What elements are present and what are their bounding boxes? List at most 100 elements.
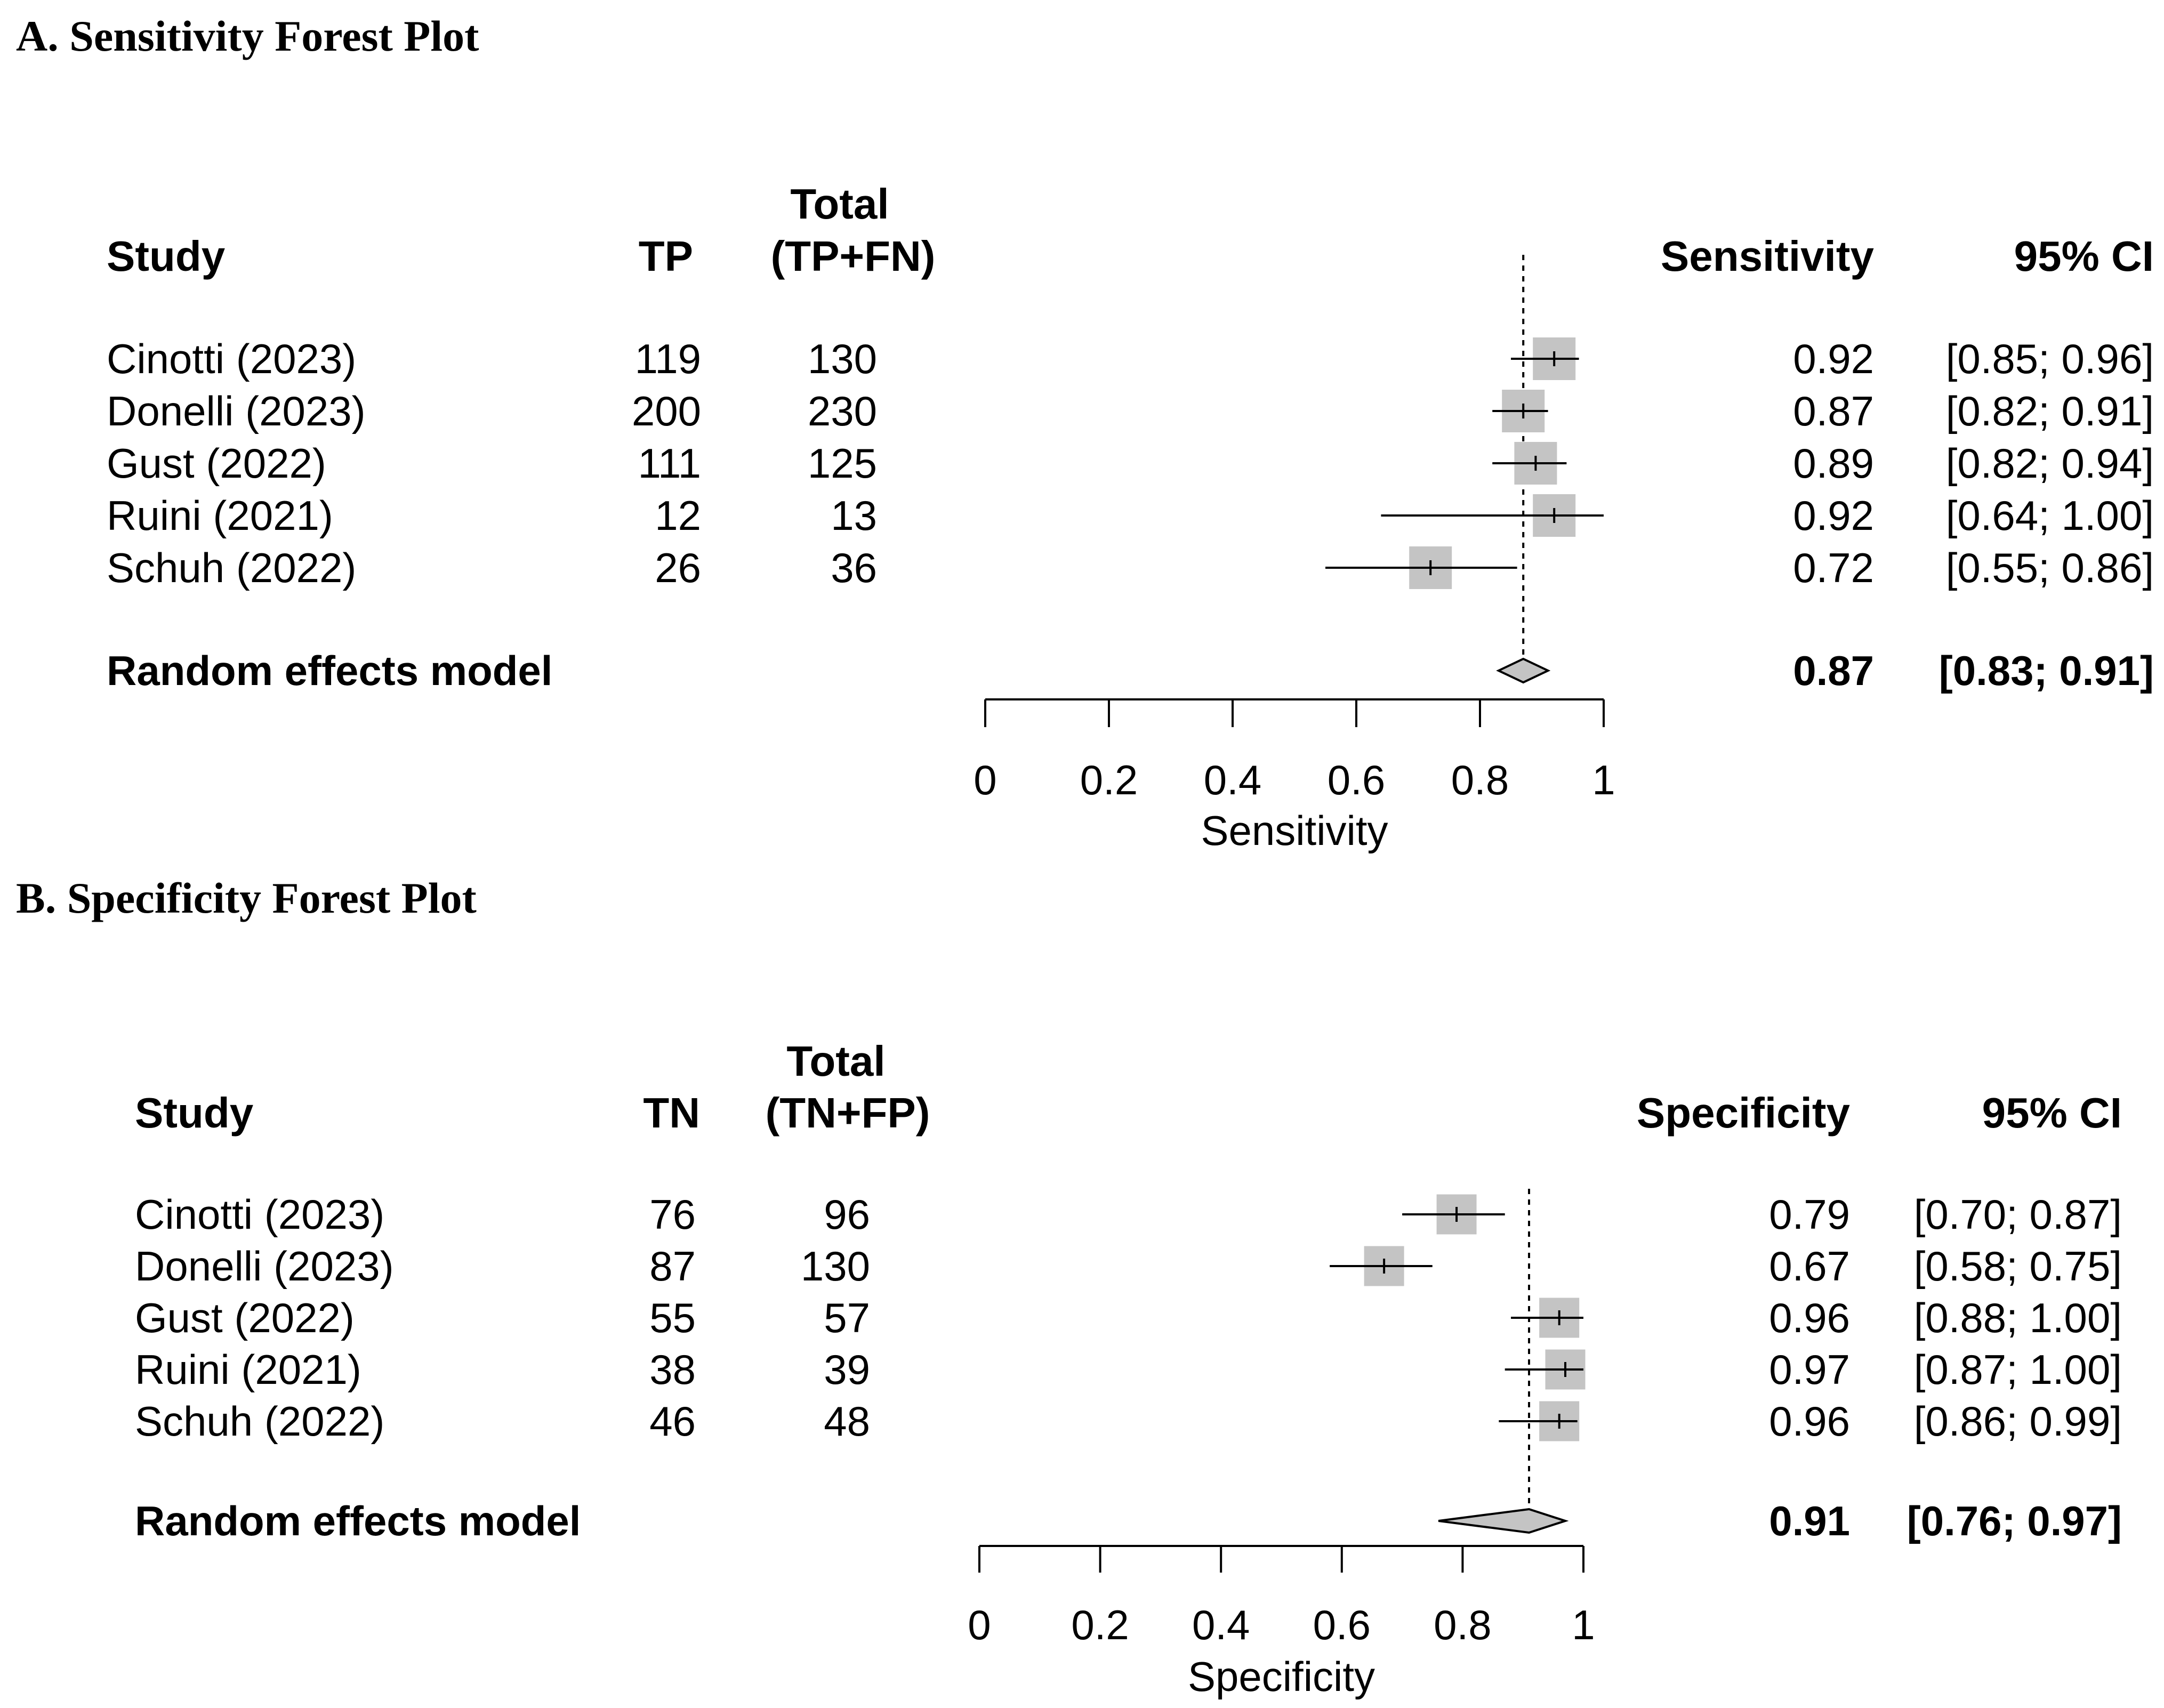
study-estimate: 0.87: [1793, 388, 1874, 434]
panel-sensitivity: A. Sensitivity Forest Plot Study TP Tota…: [16, 12, 2154, 854]
study-total: 130: [808, 335, 877, 382]
study-ci: [0.87; 1.00]: [1914, 1346, 2122, 1393]
study-name: Ruini (2021): [135, 1346, 361, 1393]
study-ci: [0.70; 0.87]: [1914, 1191, 2122, 1238]
study-events: 76: [649, 1191, 696, 1238]
study-total: 125: [808, 440, 877, 487]
study-events: 200: [632, 388, 701, 434]
pooled-estimate: 0.87: [1793, 647, 1874, 694]
study-row: Cinotti (2023) 119 130 0.92 [0.85; 0.96]: [107, 335, 2154, 382]
study-row: Schuh (2022) 46 48 0.96 [0.86; 0.99]: [135, 1398, 2122, 1445]
study-row: Ruini (2021) 38 39 0.97 [0.87; 1.00]: [135, 1346, 2122, 1393]
header-study: Study: [107, 232, 226, 280]
study-total: 130: [801, 1243, 870, 1290]
panel-specificity: B. Specificity Forest Plot Study TN Tota…: [16, 874, 2122, 1700]
study-name: Gust (2022): [107, 440, 326, 487]
pooled-label: Random effects model: [107, 647, 552, 694]
x-tick-label: 0.4: [1192, 1601, 1250, 1648]
study-events: 55: [649, 1294, 696, 1341]
x-tick-label: 0.8: [1434, 1601, 1491, 1648]
header-estimate: Specificity: [1637, 1089, 1851, 1137]
study-total: 13: [831, 492, 877, 539]
study-estimate: 0.67: [1769, 1243, 1850, 1290]
study-total: 36: [831, 544, 877, 591]
study-row: Gust (2022) 111 125 0.89 [0.82; 0.94]: [107, 440, 2154, 487]
pooled-row: Random effects model 0.87 [0.83; 0.91]: [107, 647, 2154, 694]
study-name: Donelli (2023): [135, 1243, 394, 1290]
study-estimate: 0.96: [1769, 1398, 1850, 1445]
study-estimate: 0.92: [1793, 335, 1874, 382]
study-ci: [0.64; 1.00]: [1946, 492, 2154, 539]
header-total-line1: Total: [786, 1037, 885, 1085]
study-events: 119: [635, 335, 701, 382]
study-name: Cinotti (2023): [107, 335, 356, 382]
study-total: 57: [824, 1294, 870, 1341]
study-total: 39: [824, 1346, 870, 1393]
study-rows: Cinotti (2023) 76 96 0.79 [0.70; 0.87] Donell…: [135, 1191, 2122, 1544]
header-total-line2: (TP+FN): [771, 232, 936, 280]
header-total-line1: Total: [790, 180, 889, 228]
header-estimate: Sensitivity: [1661, 232, 1875, 280]
header-study: Study: [135, 1089, 254, 1137]
study-ci: [0.82; 0.91]: [1946, 388, 2154, 434]
x-tick-label: 0: [974, 756, 996, 803]
x-tick-label: 1: [1592, 756, 1615, 803]
x-tick-label: 1: [1572, 1601, 1595, 1648]
study-estimate: 0.89: [1793, 440, 1874, 487]
study-total: 48: [824, 1398, 870, 1445]
study-estimate: 0.96: [1769, 1294, 1850, 1341]
forest-plot-area: 0 0.2 0.4 0.6 0.8 1 Sensitivity: [974, 255, 1615, 854]
study-events: 46: [649, 1398, 696, 1445]
panel-title-specificity: B. Specificity Forest Plot: [16, 874, 477, 922]
x-tick-label: 0.2: [1071, 1601, 1129, 1648]
study-row: Gust (2022) 55 57 0.96 [0.88; 1.00]: [135, 1294, 2122, 1341]
x-tick-label: 0.8: [1451, 756, 1509, 803]
study-name: Donelli (2023): [107, 388, 366, 434]
study-total: 96: [824, 1191, 870, 1238]
x-tick-label: 0.4: [1204, 756, 1261, 803]
study-estimate: 0.79: [1769, 1191, 1850, 1238]
study-name: Gust (2022): [135, 1294, 355, 1341]
pooled-label: Random effects model: [135, 1497, 581, 1544]
study-total: 230: [808, 388, 877, 434]
study-estimate: 0.92: [1793, 492, 1874, 539]
x-tick-label: 0.6: [1313, 1601, 1371, 1648]
pooled-ci: [0.83; 0.91]: [1939, 647, 2154, 694]
pooled-row: Random effects model 0.91 [0.76; 0.97]: [135, 1497, 2122, 1544]
x-axis-label: Sensitivity: [1201, 807, 1388, 854]
study-events: 87: [649, 1243, 696, 1290]
study-ci: [0.86; 0.99]: [1914, 1398, 2122, 1445]
study-ci: [0.58; 0.75]: [1914, 1243, 2122, 1290]
study-ci: [0.85; 0.96]: [1946, 335, 2154, 382]
x-tick-label: 0.2: [1080, 756, 1138, 803]
pooled-diamond: [1496, 657, 1551, 684]
panel-title-sensitivity: A. Sensitivity Forest Plot: [16, 12, 479, 60]
x-tick-label: 0.6: [1328, 756, 1385, 803]
study-rows: Cinotti (2023) 119 130 0.92 [0.85; 0.96] Done…: [107, 335, 2154, 694]
header-ci: 95% CI: [2014, 232, 2154, 280]
study-row: Schuh (2022) 26 36 0.72 [0.55; 0.86]: [107, 544, 2154, 591]
study-events: 111: [638, 440, 701, 487]
study-ci: [0.88; 1.00]: [1914, 1294, 2122, 1341]
study-ci: [0.55; 0.86]: [1946, 544, 2154, 591]
forest-plot-area: 0 0.2 0.4 0.6 0.8 1 Specificity: [968, 1189, 1595, 1700]
x-tick-label: 0: [968, 1601, 991, 1648]
study-row: Donelli (2023) 200 230 0.87 [0.82; 0.91]: [107, 388, 2154, 434]
pooled-ci: [0.76; 0.97]: [1907, 1497, 2122, 1544]
study-estimate: 0.72: [1793, 544, 1874, 591]
study-events: 12: [655, 492, 701, 539]
study-events: 38: [649, 1346, 696, 1393]
x-axis-label: Specificity: [1188, 1653, 1375, 1700]
study-estimate: 0.97: [1769, 1346, 1850, 1393]
study-events: 26: [655, 544, 701, 591]
study-ci: [0.82; 0.94]: [1946, 440, 2154, 487]
header-events: TN: [643, 1089, 700, 1137]
pooled-estimate: 0.91: [1769, 1497, 1850, 1544]
study-row: Cinotti (2023) 76 96 0.79 [0.70; 0.87]: [135, 1191, 2122, 1238]
study-name: Cinotti (2023): [135, 1191, 384, 1238]
header-ci: 95% CI: [1982, 1089, 2122, 1137]
study-row: Donelli (2023) 87 130 0.67 [0.58; 0.75]: [135, 1243, 2122, 1290]
study-name: Ruini (2021): [107, 492, 333, 539]
